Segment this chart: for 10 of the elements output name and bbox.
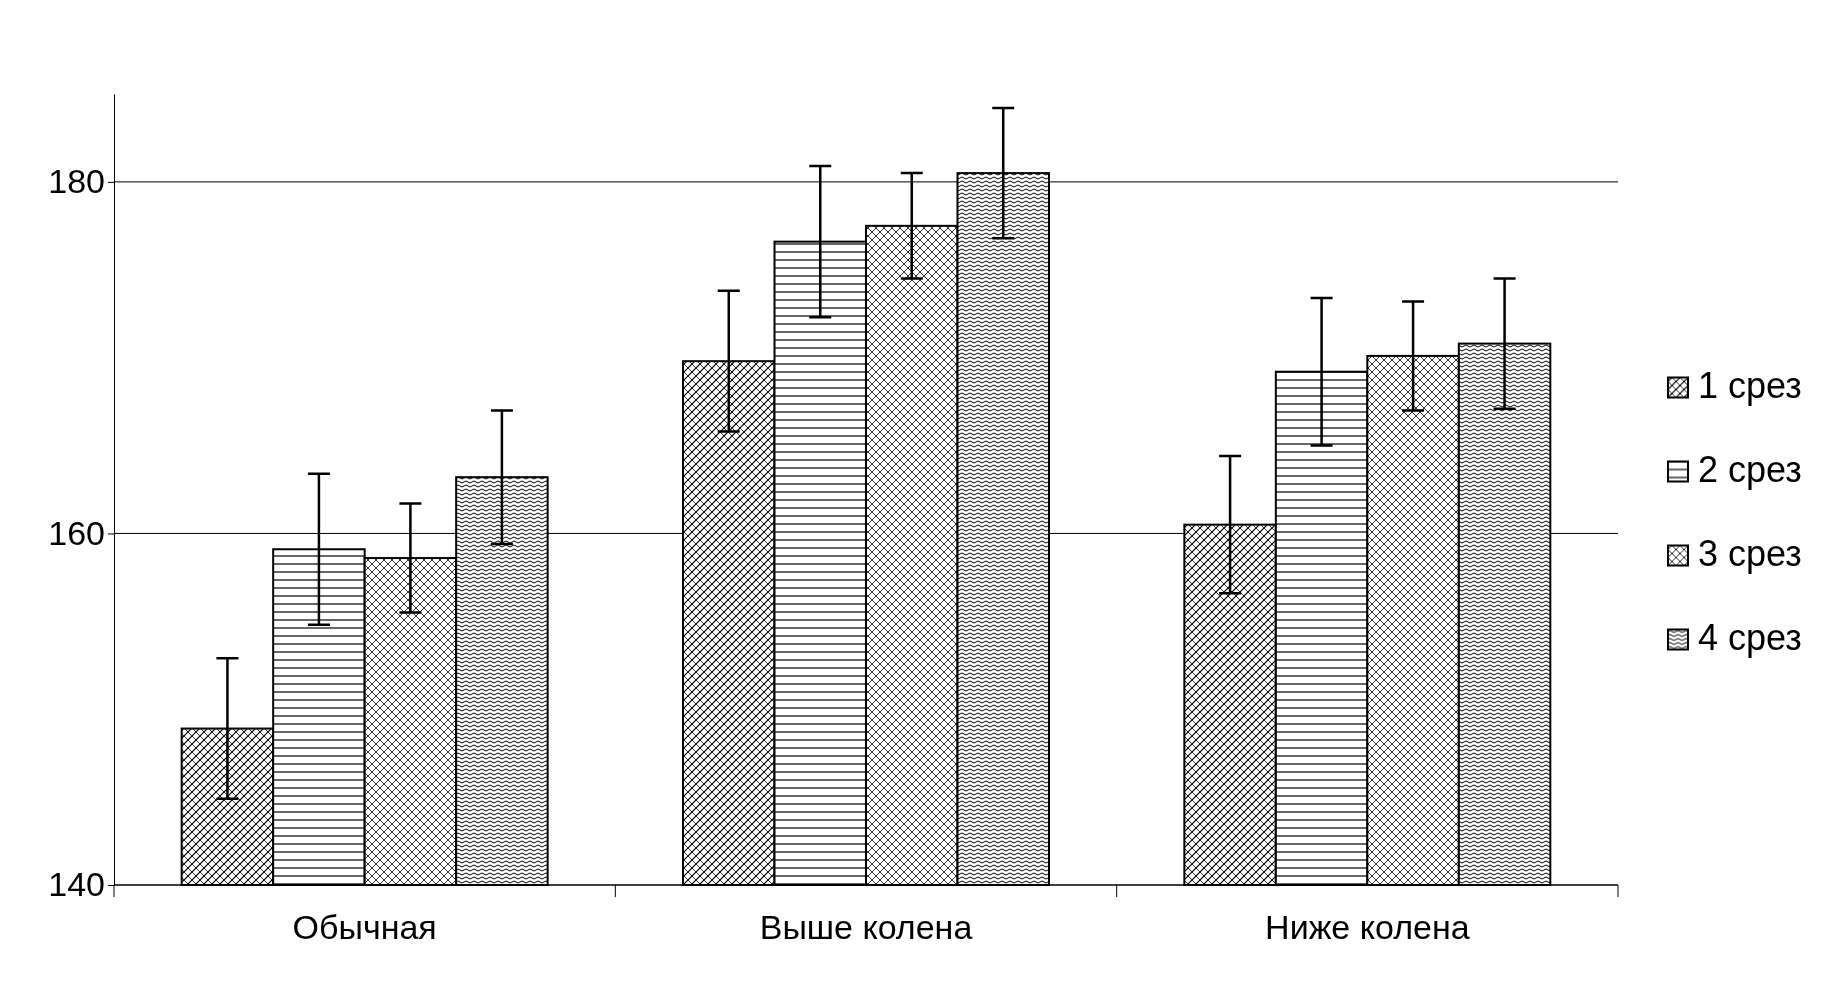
legend-label: 3 срез (1698, 532, 1802, 574)
legend-label: 1 срез (1698, 364, 1802, 406)
legend-label: 2 срез (1698, 448, 1802, 490)
x-tick-label: Ниже колена (1265, 908, 1470, 946)
y-tick-label: 140 (48, 865, 105, 904)
y-tick-label: 160 (48, 513, 105, 552)
x-tick-label: Выше колена (759, 908, 973, 946)
x-tick-label: Обычная (292, 908, 437, 946)
legend-label: 4 срез (1698, 616, 1802, 658)
y-tick-label: 180 (48, 162, 105, 201)
